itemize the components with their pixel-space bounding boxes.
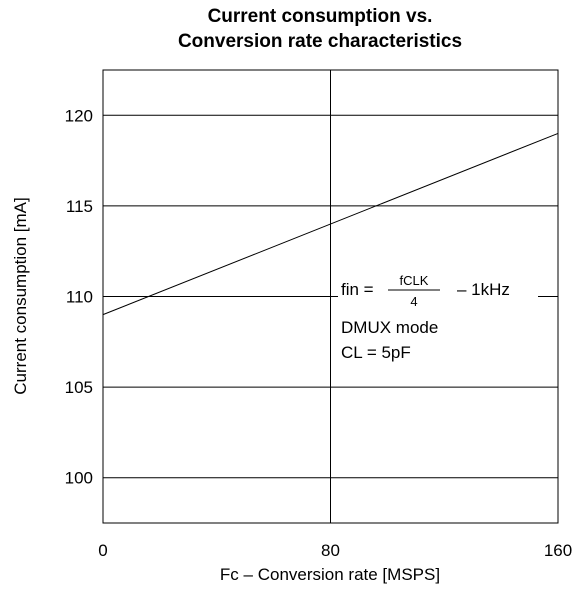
tick-layer: 0 80 160 100 105 110 115 120 — [65, 106, 573, 560]
y-axis-label: Current consumption [mA] — [11, 197, 30, 394]
annotation-fraction-numerator: fCLK — [400, 273, 429, 288]
annotation-background — [338, 262, 538, 368]
series-line-0 — [102, 132, 559, 316]
chart-title-line2: Conversion rate characteristics — [178, 31, 462, 52]
y-tick-label-1: 105 — [65, 378, 93, 397]
x-axis-label: Fc – Conversion rate [MSPS] — [220, 565, 440, 584]
y-tick-label-2: 110 — [66, 288, 93, 307]
x-tick-label-1: 80 — [321, 541, 340, 560]
x-tick-label-2: 160 — [544, 541, 572, 560]
annotation-fraction-denominator: 4 — [410, 294, 417, 309]
series-layer — [102, 132, 559, 316]
annotation-fin-prefix: fin = — [341, 280, 374, 299]
annotation-fin-suffix: – 1kHz — [457, 280, 510, 299]
y-tick-label-3: 115 — [66, 197, 93, 216]
annotation-line3: CL = 5pF — [341, 343, 411, 362]
chart-title-line1: Current consumption vs. — [208, 6, 433, 27]
y-tick-label-0: 100 — [65, 469, 93, 488]
y-tick-label-4: 120 — [65, 106, 93, 125]
annotation-line2: DMUX mode — [341, 318, 438, 337]
x-tick-label-0: 0 — [98, 541, 107, 560]
